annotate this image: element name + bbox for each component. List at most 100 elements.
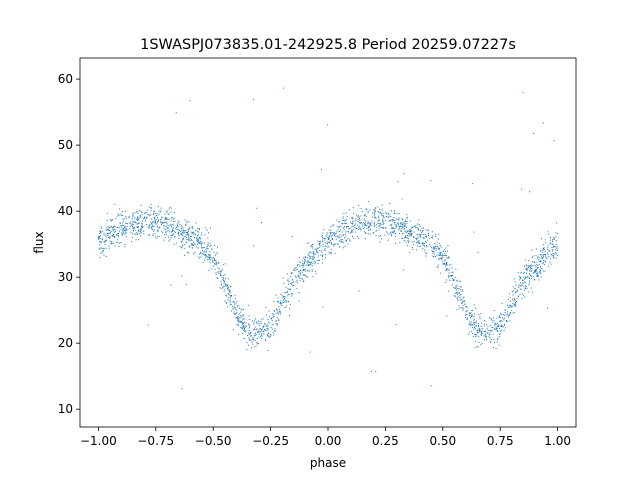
data-point <box>221 286 223 288</box>
data-point <box>303 274 305 276</box>
data-point <box>378 211 380 213</box>
data-point <box>368 226 370 228</box>
data-point <box>439 272 441 274</box>
data-point <box>214 268 216 270</box>
data-point <box>149 224 151 226</box>
data-point <box>410 231 412 233</box>
data-point <box>340 225 342 227</box>
data-point <box>518 276 520 278</box>
data-point <box>295 267 297 269</box>
data-point <box>380 212 382 214</box>
data-point <box>220 271 222 273</box>
data-point <box>176 227 178 229</box>
data-point <box>350 221 352 223</box>
data-point <box>235 317 237 319</box>
data-point <box>145 218 147 220</box>
data-point <box>514 312 516 314</box>
data-point <box>502 317 504 319</box>
data-point <box>199 257 201 259</box>
data-point <box>529 265 531 267</box>
data-point <box>393 217 395 219</box>
data-point <box>274 328 276 330</box>
data-point <box>266 325 268 327</box>
data-point <box>317 240 319 242</box>
data-point <box>192 243 194 245</box>
data-point <box>132 214 134 216</box>
data-point <box>498 333 500 335</box>
data-point <box>208 269 210 271</box>
data-point <box>258 329 260 331</box>
data-point <box>347 226 349 228</box>
data-point <box>496 323 498 325</box>
data-point <box>406 220 408 222</box>
data-point <box>295 281 297 283</box>
data-point <box>173 224 175 226</box>
data-point <box>278 309 280 311</box>
data-point <box>198 253 200 255</box>
data-point <box>507 304 509 306</box>
data-point <box>223 290 225 292</box>
data-point <box>530 267 532 269</box>
data-point <box>299 272 301 274</box>
data-point <box>99 236 101 238</box>
data-point <box>176 229 178 231</box>
data-point <box>289 308 290 310</box>
data-point <box>322 232 324 234</box>
data-point <box>371 220 373 222</box>
data-point <box>352 231 354 233</box>
data-point <box>391 232 393 234</box>
data-point <box>397 219 399 221</box>
data-point <box>151 207 153 209</box>
data-point <box>497 337 499 339</box>
data-point <box>550 263 552 265</box>
data-point <box>382 219 384 221</box>
data-point <box>226 306 228 308</box>
data-point <box>312 275 314 277</box>
data-point <box>292 279 294 281</box>
data-point <box>534 264 536 266</box>
data-point <box>373 214 375 216</box>
data-point <box>377 222 379 224</box>
data-point <box>278 318 280 320</box>
data-point <box>353 228 355 230</box>
data-point <box>424 240 426 242</box>
data-point <box>526 287 528 289</box>
data-point <box>204 259 206 261</box>
data-point <box>256 333 258 335</box>
data-point <box>167 213 169 215</box>
data-point <box>418 242 420 244</box>
data-point <box>418 224 420 226</box>
data-point <box>147 213 149 215</box>
data-point <box>382 221 384 223</box>
data-point <box>473 324 475 326</box>
data-point <box>368 222 370 224</box>
data-point <box>224 300 226 302</box>
data-point <box>276 308 278 310</box>
data-point <box>298 264 300 266</box>
data-point <box>215 259 217 261</box>
data-point <box>472 183 474 185</box>
data-point <box>270 334 272 336</box>
data-point <box>470 314 472 316</box>
data-point <box>128 215 130 217</box>
data-point <box>199 242 201 244</box>
data-point <box>328 241 330 243</box>
data-point <box>463 301 465 302</box>
data-point <box>331 231 333 233</box>
data-point <box>413 237 415 239</box>
data-point <box>392 220 394 222</box>
data-point <box>358 228 360 230</box>
data-point <box>242 332 244 334</box>
data-point <box>272 323 274 325</box>
data-point <box>393 221 395 223</box>
data-point <box>447 257 449 259</box>
data-point <box>432 256 434 258</box>
data-point <box>108 236 110 238</box>
data-point <box>541 257 543 259</box>
data-point <box>544 239 546 241</box>
data-point <box>534 270 536 272</box>
data-point <box>535 270 537 272</box>
data-point <box>210 257 212 259</box>
data-point <box>446 268 448 270</box>
